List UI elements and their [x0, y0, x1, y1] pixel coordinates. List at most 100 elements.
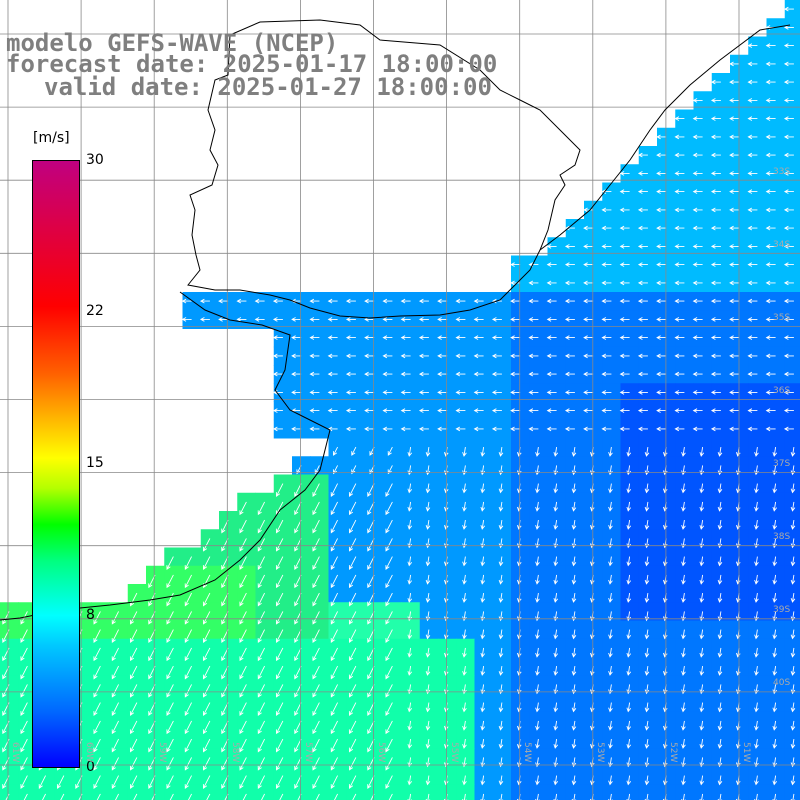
wind-arrow: [382, 371, 393, 377]
wind-arrow: [462, 593, 467, 603]
wind-speed-cell: [693, 200, 713, 220]
wind-arrow: [367, 684, 375, 698]
wind-speed-cell: [456, 346, 475, 366]
wind-arrow: [644, 666, 650, 676]
wind-arrow: [553, 483, 559, 494]
wind-arrow: [314, 465, 320, 475]
wind-speed-cell: [146, 784, 165, 800]
wind-arrow: [699, 739, 705, 749]
wind-speed-cell: [492, 365, 512, 384]
wind-arrow: [717, 501, 723, 512]
wind-arrow: [601, 225, 612, 231]
wind-speed-cell: [675, 255, 694, 275]
wind-arrow: [385, 702, 393, 716]
wind-arrow: [674, 390, 685, 395]
wind-arrow: [437, 317, 448, 322]
wind-speed-cell: [620, 237, 640, 256]
wind-speed-cell: [511, 310, 530, 329]
wind-arrow: [710, 189, 721, 194]
wind-speed-cell: [401, 310, 421, 329]
wind-speed-cell: [273, 310, 293, 329]
wind-arrow: [710, 152, 721, 158]
wind-arrow: [257, 757, 266, 771]
wind-arrow: [608, 793, 613, 800]
wind-speed-cell: [292, 401, 311, 421]
wind-arrow: [765, 207, 776, 213]
wind-arrow: [783, 43, 794, 48]
wind-arrow: [291, 353, 302, 359]
lat-label: 37S: [773, 459, 791, 469]
wind-arrow: [462, 483, 467, 494]
wind-speed-cell: [584, 328, 603, 348]
colorbar-tick-0: 0: [86, 759, 95, 775]
wind-arrow: [510, 335, 521, 340]
wind-arrow: [462, 720, 467, 731]
wind-speed-cell: [310, 419, 329, 439]
wind-speed-cell: [456, 292, 475, 311]
wind-arrow: [626, 647, 632, 658]
wind-arrow: [772, 720, 778, 731]
lon-label: 58W: [230, 742, 240, 763]
wind-speed-cell: [474, 365, 494, 384]
wind-speed-cell: [565, 346, 585, 366]
wind-arrow: [257, 684, 266, 698]
wind-arrow: [367, 556, 375, 570]
wind-speed-cell: [456, 328, 475, 348]
wind-arrow: [184, 702, 193, 716]
wind-arrow: [333, 793, 339, 800]
wind-arrow: [385, 611, 393, 625]
wind-arrow: [754, 447, 759, 457]
wind-speed-cell: [766, 36, 786, 56]
wind-speed-cell: [784, 675, 800, 694]
wind-arrow: [747, 353, 758, 359]
wind-arrow: [717, 666, 723, 676]
wind-arrow: [692, 116, 703, 121]
wind-arrow: [254, 298, 265, 304]
wind-arrow: [644, 556, 650, 567]
wind-arrow: [765, 225, 776, 231]
wind-arrow: [681, 720, 686, 731]
colorbar-tick-8: 8: [86, 607, 95, 623]
wind-arrow: [692, 152, 703, 158]
wind-speed-cell: [766, 328, 786, 348]
wind-speed-cell: [255, 292, 275, 311]
coastline-brazil-east: [539, 24, 791, 251]
wind-arrow: [601, 262, 612, 267]
wind-arrow: [239, 519, 247, 534]
wind-arrow: [275, 775, 284, 789]
wind-speed-cell: [547, 383, 567, 402]
wind-arrow: [619, 225, 630, 231]
wind-speed-cell: [219, 292, 238, 311]
wind-arrow: [626, 720, 632, 731]
wind-arrow: [772, 574, 778, 585]
wind-arrow: [239, 592, 247, 607]
wind-speed-cell: [748, 310, 767, 329]
wind-speed-cell: [620, 310, 640, 329]
wind-speed-cell: [200, 292, 220, 311]
wind-speed-cell: [511, 401, 530, 421]
wind-arrow: [166, 738, 174, 753]
wind-arrow: [692, 189, 703, 194]
wind-arrow: [608, 447, 613, 457]
wind-speed-cell: [273, 328, 293, 348]
wind-arrow: [583, 317, 594, 322]
wind-speed-cell: [419, 292, 439, 311]
wind-arrow: [257, 574, 266, 589]
wind-arrow: [571, 593, 577, 603]
wind-arrow: [385, 720, 393, 735]
wind-arrow: [546, 390, 557, 395]
wind-arrow: [309, 390, 320, 395]
wind-speed-cell: [401, 292, 421, 311]
wind-arrow: [710, 390, 721, 395]
wind-arrow: [783, 98, 794, 103]
wind-arrow: [455, 426, 466, 432]
wind-arrow: [239, 684, 247, 698]
wind-arrow: [765, 390, 776, 395]
wind-arrow: [480, 647, 486, 658]
wind-arrow: [765, 79, 776, 85]
wind-arrow: [637, 298, 648, 304]
wind-arrow: [754, 775, 759, 786]
wind-speed-cell: [383, 310, 402, 329]
wind-arrow: [312, 629, 320, 643]
